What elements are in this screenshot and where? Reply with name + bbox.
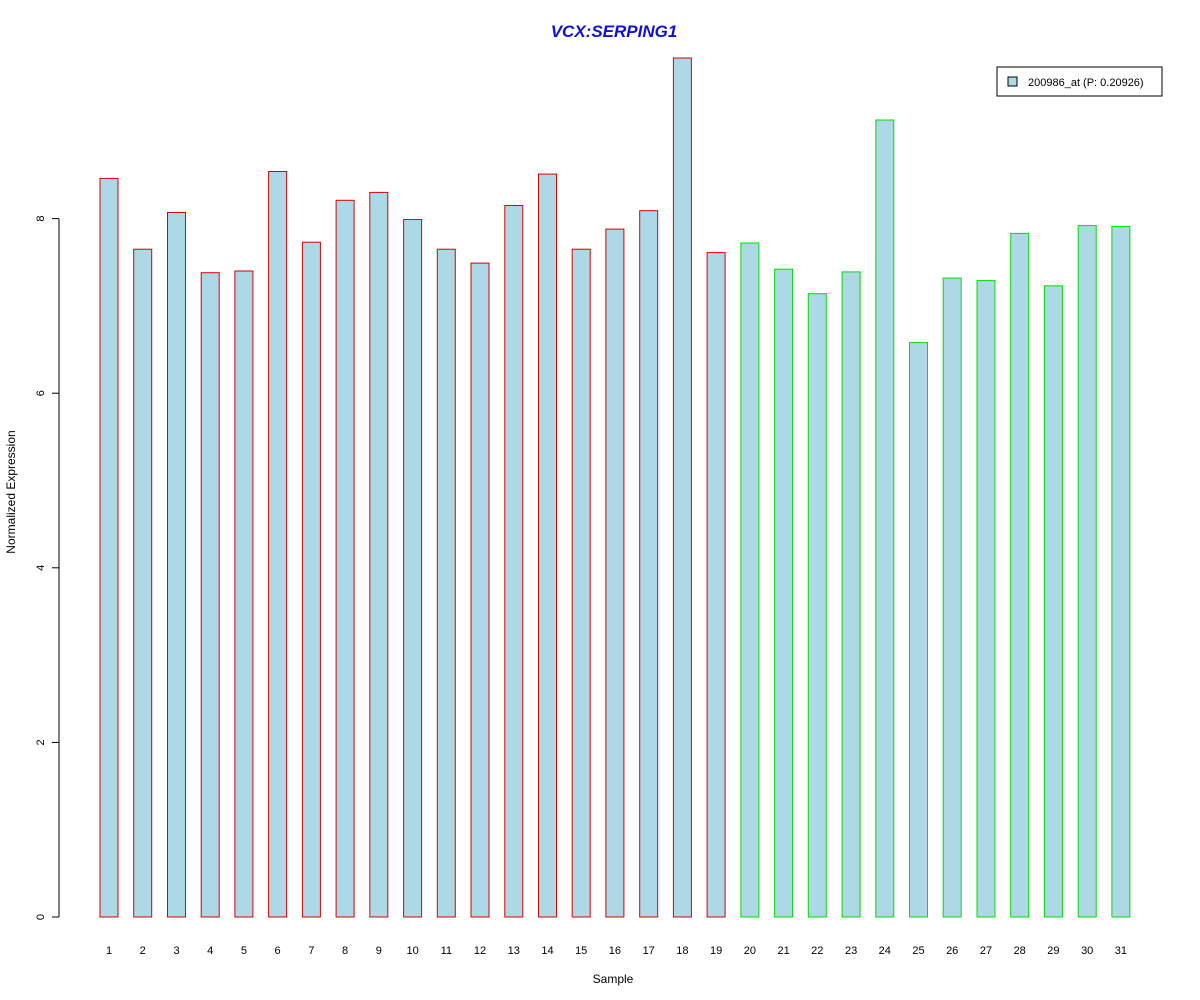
bar-sample-3 — [167, 212, 186, 918]
bars-group — [99, 57, 1131, 918]
x-tick-label: 29 — [1047, 945, 1059, 957]
x-axis-label: Sample — [593, 972, 634, 986]
bar-sample-24 — [875, 119, 895, 918]
x-tick-label: 9 — [376, 945, 382, 957]
x-tick-label: 6 — [275, 945, 281, 957]
legend-swatch — [1007, 76, 1018, 87]
bar-sample-21 — [774, 268, 794, 918]
legend-label: 200986_at (P: 0.20926) — [1028, 77, 1144, 89]
x-tick-label: 18 — [676, 945, 688, 957]
x-tick-label: 17 — [643, 945, 655, 957]
x-tick-label: 24 — [879, 945, 891, 957]
bar-sample-14 — [538, 173, 557, 918]
y-tick-label: 8 — [35, 216, 47, 222]
bar-sample-1 — [99, 177, 119, 918]
y-tick-label: 0 — [35, 914, 47, 920]
x-tick-label: 14 — [541, 945, 553, 957]
legend: 200986_at (P: 0.20926) — [996, 66, 1163, 97]
bar-sample-17 — [639, 210, 659, 918]
bar-sample-12 — [470, 262, 490, 918]
bar-sample-18 — [672, 57, 692, 918]
x-tick-label: 31 — [1115, 945, 1127, 957]
bar-sample-4 — [200, 272, 220, 918]
bar-sample-6 — [268, 171, 288, 918]
bar-sample-11 — [436, 248, 456, 918]
x-tick-label: 15 — [575, 945, 587, 957]
x-tick-label: 2 — [140, 945, 146, 957]
x-tick-label: 13 — [508, 945, 520, 957]
x-tick-label: 27 — [980, 945, 992, 957]
x-tick-label: 12 — [474, 945, 486, 957]
x-tick-label: 1 — [106, 945, 112, 957]
x-tick-label: 22 — [811, 945, 823, 957]
bar-sample-9 — [369, 191, 389, 918]
bar-sample-15 — [571, 248, 591, 918]
bar-sample-5 — [234, 270, 254, 918]
x-tick-label: 28 — [1014, 945, 1026, 957]
bar-sample-16 — [605, 228, 625, 918]
bar-sample-27 — [976, 280, 996, 918]
y-tick-label: 2 — [35, 739, 47, 745]
bar-sample-2 — [133, 248, 153, 918]
x-axis-ticks: 1 2 3 4 5 6 7 8 9 10 11 12 13 14 15 16 17 18 19 20 21 22 23 24 2… — [106, 945, 1127, 957]
bar-sample-23 — [841, 271, 861, 918]
y-tick-label: 6 — [35, 390, 47, 396]
x-tick-label: 30 — [1081, 945, 1093, 957]
bar-sample-20 — [740, 242, 760, 918]
chart-title: VCX:SERPING1 — [551, 22, 678, 41]
x-tick-label: 7 — [308, 945, 314, 957]
y-axis-label: Normalized Expression — [4, 430, 18, 553]
x-tick-label: 19 — [710, 945, 722, 957]
x-tick-label: 26 — [946, 945, 958, 957]
bar-sample-26 — [942, 277, 962, 918]
bar-sample-13 — [504, 205, 524, 918]
bar-sample-22 — [807, 293, 827, 918]
bar-sample-28 — [1010, 232, 1030, 918]
x-tick-label: 16 — [609, 945, 621, 957]
x-tick-label: 10 — [406, 945, 418, 957]
x-tick-label: 21 — [777, 945, 789, 957]
bar-sample-31 — [1111, 226, 1131, 918]
bar-sample-25 — [909, 342, 928, 918]
bar-sample-10 — [403, 219, 423, 918]
bar-sample-7 — [301, 241, 321, 918]
bar-sample-29 — [1043, 285, 1063, 918]
bar-sample-30 — [1077, 225, 1097, 918]
x-tick-label: 8 — [342, 945, 348, 957]
x-tick-label: 3 — [173, 945, 179, 957]
x-tick-label: 11 — [441, 945, 452, 957]
y-tick-label: 4 — [35, 565, 47, 571]
x-tick-label: 5 — [241, 945, 247, 957]
x-tick-label: 23 — [845, 945, 857, 957]
bar-sample-19 — [706, 252, 726, 918]
x-tick-label: 25 — [912, 945, 924, 957]
y-axis: 0 2 4 6 8 — [35, 216, 60, 920]
x-tick-label: 4 — [207, 945, 213, 957]
bar-sample-8 — [335, 199, 355, 918]
legend-box — [996, 66, 1163, 97]
x-tick-label: 20 — [744, 945, 756, 957]
